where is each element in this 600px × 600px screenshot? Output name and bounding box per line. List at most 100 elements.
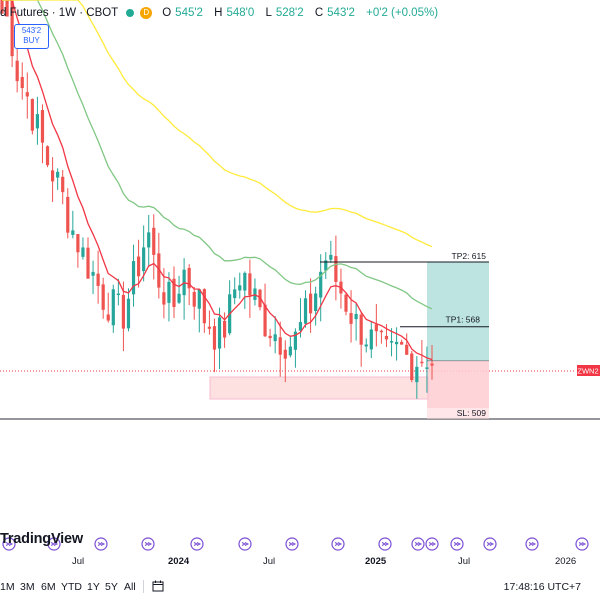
candle[interactable] bbox=[298, 298, 303, 338]
candle[interactable] bbox=[71, 210, 75, 239]
timeframe-1m[interactable]: 1M bbox=[0, 581, 15, 593]
candle[interactable] bbox=[319, 254, 323, 322]
candle[interactable] bbox=[197, 288, 201, 333]
event-marker-icon[interactable] bbox=[285, 537, 299, 551]
candle[interactable] bbox=[35, 96, 40, 145]
candle[interactable] bbox=[238, 272, 242, 299]
support-zone[interactable] bbox=[209, 376, 429, 400]
candle[interactable] bbox=[430, 344, 434, 380]
candle[interactable] bbox=[126, 288, 131, 332]
timeframe-3m[interactable]: 3M bbox=[20, 581, 35, 593]
candle[interactable] bbox=[177, 275, 181, 305]
candle[interactable] bbox=[400, 339, 404, 345]
stop-loss-zone[interactable] bbox=[427, 360, 489, 408]
candle[interactable] bbox=[25, 72, 29, 119]
event-marker-icon[interactable] bbox=[525, 537, 539, 551]
candle[interactable] bbox=[329, 240, 333, 263]
candle[interactable] bbox=[344, 292, 348, 316]
timeframe-ytd[interactable]: YTD bbox=[61, 581, 82, 593]
candle[interactable] bbox=[389, 328, 394, 357]
candle[interactable] bbox=[394, 327, 399, 361]
candle[interactable] bbox=[86, 237, 90, 279]
candle[interactable] bbox=[288, 336, 292, 358]
candle[interactable] bbox=[359, 312, 363, 367]
candle[interactable] bbox=[314, 286, 318, 326]
event-marker-icon[interactable] bbox=[47, 537, 61, 551]
candle[interactable] bbox=[101, 277, 105, 319]
event-marker-icon[interactable] bbox=[483, 537, 497, 551]
candle[interactable] bbox=[136, 239, 141, 288]
timeframe-6m[interactable]: 6M bbox=[41, 581, 56, 593]
candle[interactable] bbox=[228, 280, 232, 336]
event-marker-icon[interactable] bbox=[2, 537, 16, 551]
candle[interactable] bbox=[243, 271, 247, 309]
candle[interactable] bbox=[172, 266, 176, 318]
candle[interactable] bbox=[283, 340, 287, 383]
candle[interactable] bbox=[76, 234, 80, 268]
ema-fast-line[interactable] bbox=[2, 0, 433, 361]
take-profit-zone[interactable] bbox=[427, 262, 489, 361]
candle[interactable] bbox=[167, 272, 171, 322]
candle[interactable] bbox=[157, 232, 161, 299]
candle[interactable] bbox=[106, 292, 110, 323]
calendar-icon[interactable] bbox=[152, 580, 164, 592]
candle[interactable] bbox=[45, 145, 50, 168]
candle[interactable] bbox=[273, 316, 277, 354]
event-marker-icon[interactable] bbox=[238, 537, 252, 551]
candle[interactable] bbox=[96, 250, 100, 304]
candle[interactable] bbox=[420, 340, 424, 367]
candle[interactable] bbox=[10, 0, 14, 68]
candle[interactable] bbox=[121, 281, 126, 352]
clock[interactable]: 17:48:16 UTC+7 bbox=[503, 581, 581, 593]
candle[interactable] bbox=[142, 225, 146, 282]
candle[interactable] bbox=[61, 169, 65, 205]
ema-mid-line[interactable] bbox=[2, 0, 433, 310]
timeframe-5y[interactable]: 5Y bbox=[105, 581, 118, 593]
candle[interactable] bbox=[131, 244, 136, 307]
candle[interactable] bbox=[30, 98, 34, 135]
candle[interactable] bbox=[415, 356, 419, 399]
event-marker-icon[interactable] bbox=[331, 537, 345, 551]
candle[interactable] bbox=[233, 277, 237, 305]
timeframe-all[interactable]: All bbox=[124, 581, 136, 593]
candle[interactable] bbox=[268, 328, 272, 347]
buy-button[interactable]: 543'2 BUY bbox=[14, 24, 49, 49]
candle[interactable] bbox=[0, 0, 4, 14]
price-tag[interactable]: ZWN2 bbox=[577, 365, 600, 376]
candle[interactable] bbox=[384, 323, 389, 348]
candle[interactable] bbox=[40, 104, 45, 164]
candle[interactable] bbox=[222, 312, 227, 348]
timeframe-1y[interactable]: 1Y bbox=[87, 581, 100, 593]
event-marker-icon[interactable] bbox=[141, 537, 155, 551]
candle[interactable] bbox=[364, 338, 368, 353]
candle[interactable] bbox=[405, 333, 409, 355]
candle[interactable] bbox=[324, 252, 328, 279]
candle[interactable] bbox=[248, 259, 252, 318]
candle[interactable] bbox=[278, 321, 282, 377]
candle[interactable] bbox=[56, 168, 60, 190]
candle[interactable] bbox=[91, 260, 95, 295]
candle[interactable] bbox=[253, 278, 257, 306]
candle[interactable] bbox=[212, 318, 217, 373]
candle[interactable] bbox=[5, 0, 9, 17]
candle[interactable] bbox=[263, 283, 267, 337]
event-marker-icon[interactable] bbox=[450, 537, 464, 551]
ema-slow-line[interactable] bbox=[2, 0, 433, 248]
candle[interactable] bbox=[20, 62, 24, 100]
event-marker-icon[interactable] bbox=[190, 537, 204, 551]
candle[interactable] bbox=[369, 320, 373, 359]
candle[interactable] bbox=[111, 284, 115, 333]
candle[interactable] bbox=[182, 258, 186, 320]
candle[interactable] bbox=[410, 351, 414, 383]
candle[interactable] bbox=[192, 286, 196, 320]
candle[interactable] bbox=[334, 235, 338, 301]
candle[interactable] bbox=[425, 346, 429, 393]
event-marker-icon[interactable] bbox=[411, 537, 425, 551]
candle[interactable] bbox=[354, 302, 358, 341]
candle[interactable] bbox=[147, 214, 151, 267]
event-marker-icon[interactable] bbox=[378, 537, 392, 551]
candle[interactable] bbox=[207, 310, 212, 335]
candle[interactable] bbox=[116, 278, 120, 306]
candle[interactable] bbox=[217, 307, 222, 370]
